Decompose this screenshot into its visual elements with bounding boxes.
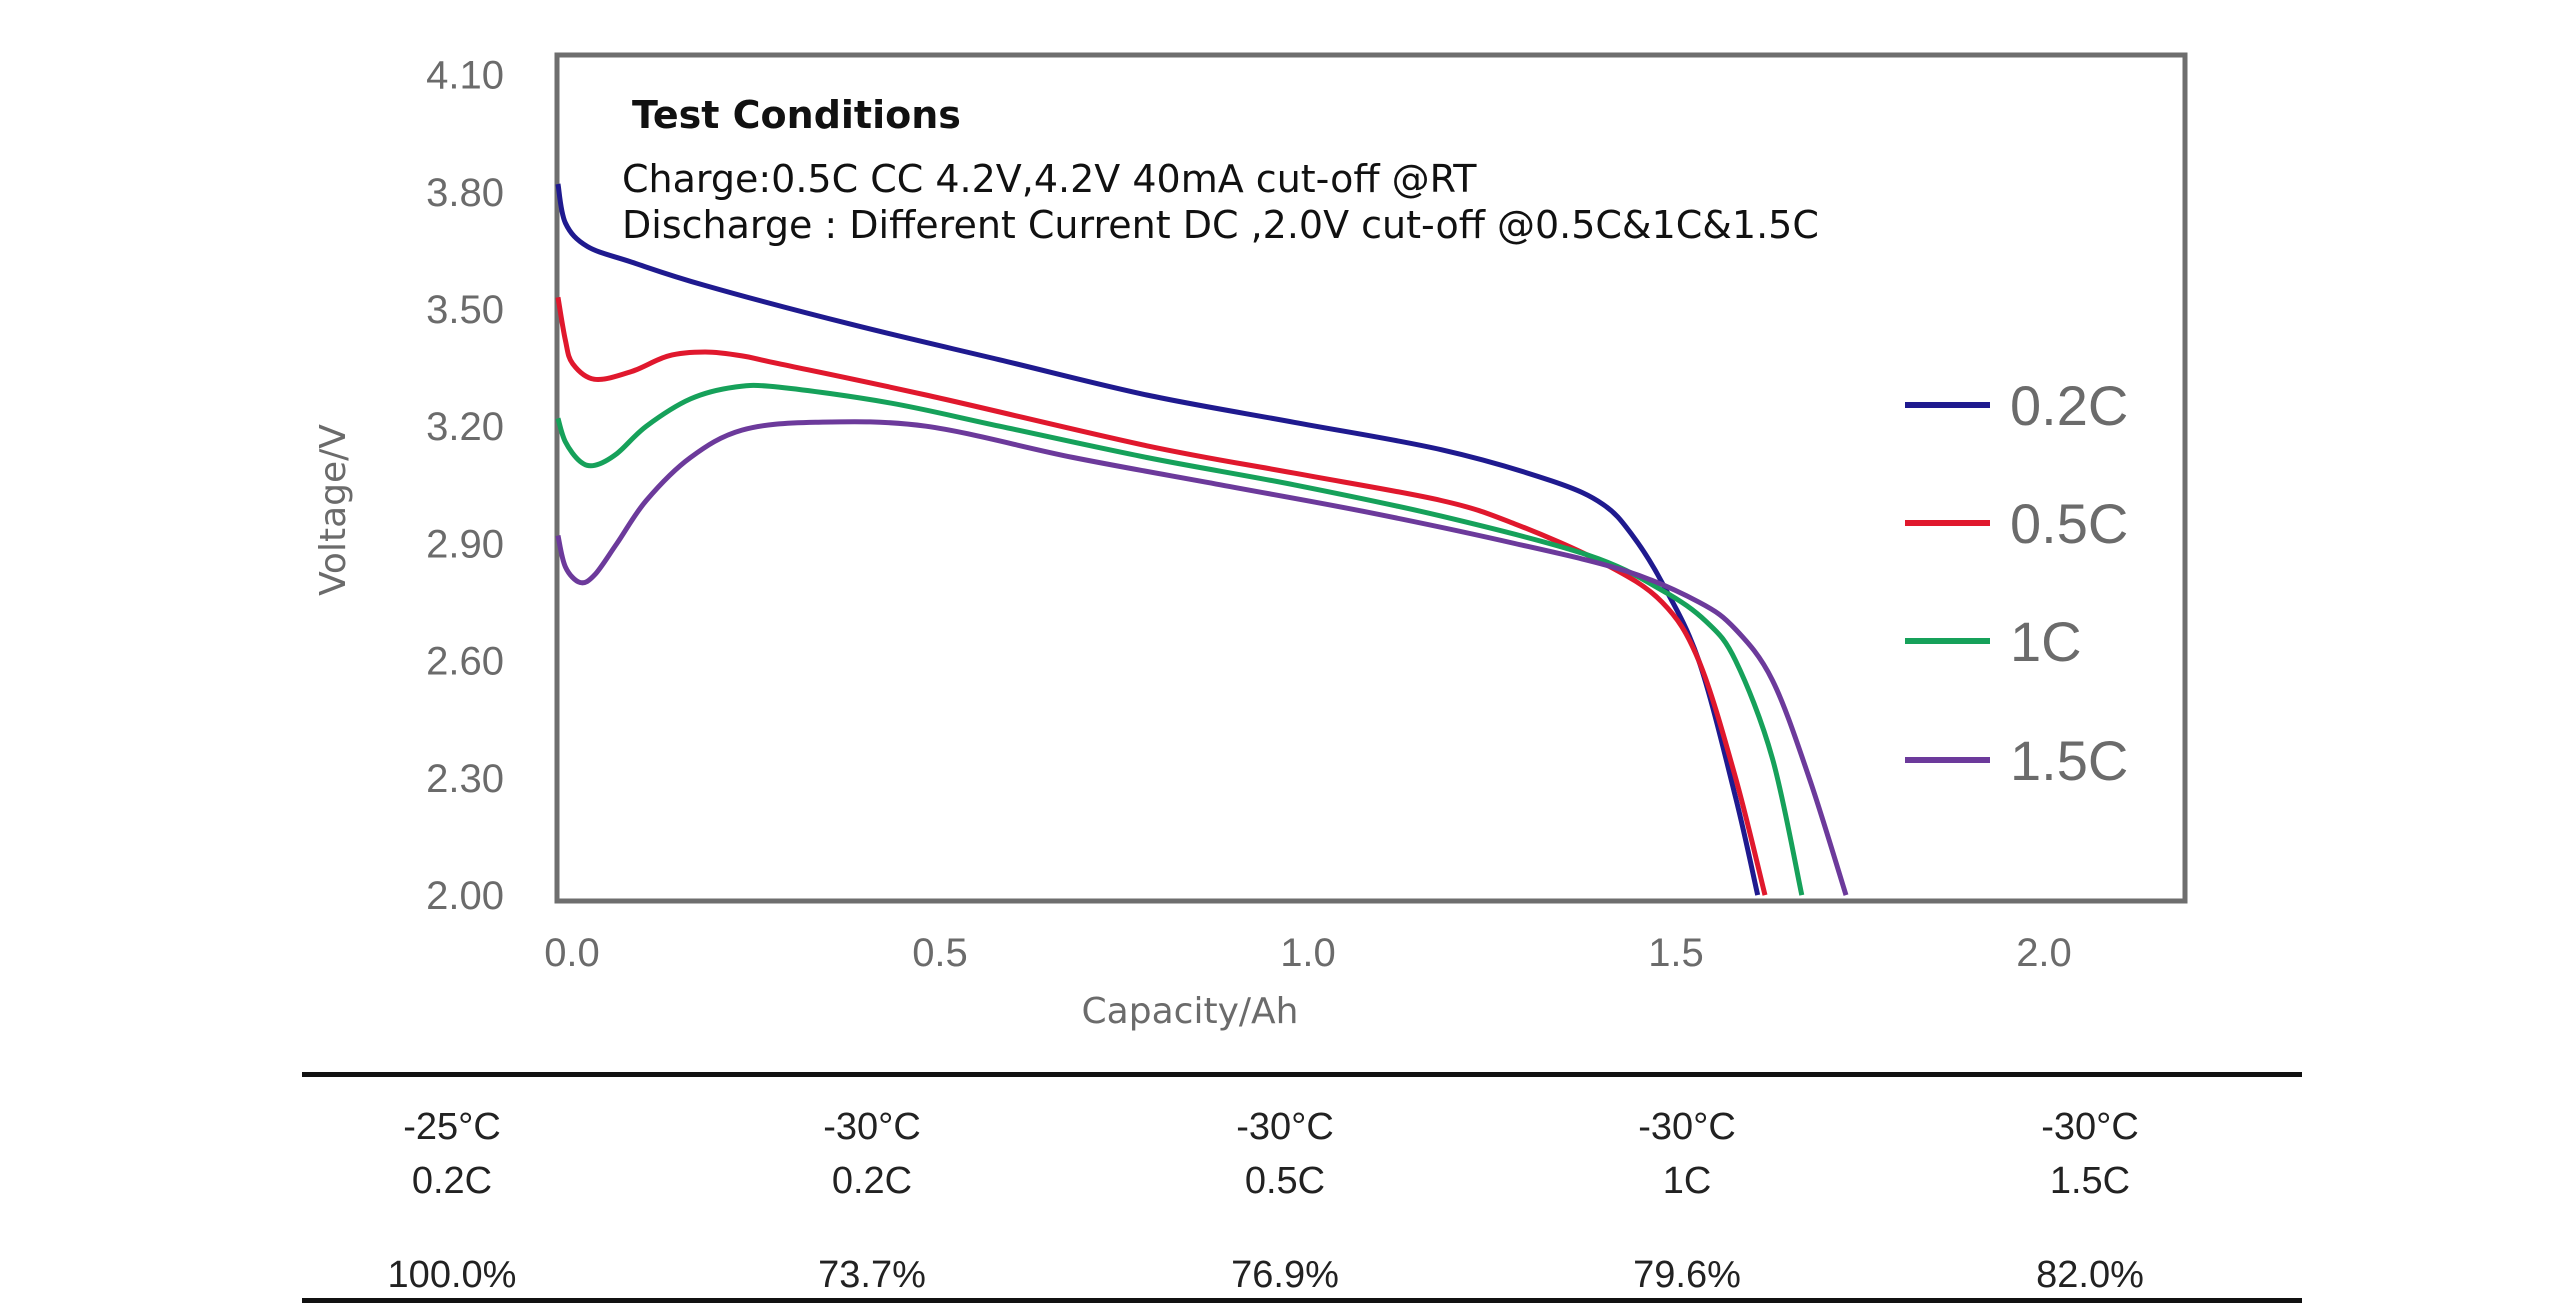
result-retention: 100.0% <box>387 1254 517 1296</box>
x-tick-label: 0.0 <box>544 931 600 975</box>
result-column: -30°C 0.2C 73.7% <box>672 1100 1072 1302</box>
series-line-0-2c <box>555 183 1761 896</box>
discharge-chart: 4.10 3.80 3.50 3.20 2.90 2.60 2.30 2.00 0.0 0.5 1… <box>313 52 2188 1032</box>
series-line-1c <box>555 382 1805 896</box>
x-tick-label: 1.0 <box>1280 931 1336 975</box>
result-rate: 0.2C <box>411 1160 493 1202</box>
result-temperature: -30°C <box>2041 1106 2139 1148</box>
legend-label: 0.2C <box>2010 374 2128 437</box>
result-retention: 73.7% <box>818 1254 926 1296</box>
y-tick-label: 3.50 <box>426 288 504 332</box>
x-axis-label: Capacity/Ah <box>1082 991 1299 1032</box>
result-retention: 79.6% <box>1633 1254 1741 1296</box>
discharge-condition-text: Discharge : Different Current DC ,2.0V c… <box>622 203 1819 247</box>
legend-label: 0.5C <box>2010 492 2128 555</box>
result-retention: 82.0% <box>2036 1254 2144 1296</box>
y-tick-label: 2.60 <box>426 640 504 684</box>
series-line-0-5c <box>555 296 1768 896</box>
result-temperature: -30°C <box>1236 1106 1334 1148</box>
charge-condition-text: Charge:0.5C CC 4.2V,4.2V 40mA cut-off @R… <box>622 157 1477 201</box>
y-tick-label: 4.10 <box>426 54 504 98</box>
result-rate: 0.5C <box>1244 1160 1326 1202</box>
table-top-rule <box>302 1072 2302 1077</box>
test-conditions-title: Test Conditions <box>632 93 961 137</box>
y-tick-label: 2.90 <box>426 522 504 566</box>
y-tick-label: 3.80 <box>426 171 504 215</box>
x-tick-label: 0.5 <box>912 931 968 975</box>
result-column: -25°C 0.2C 100.0% <box>252 1100 652 1302</box>
test-conditions-annotation: Test Conditions Charge:0.5C CC 4.2V,4.2V… <box>622 93 1819 247</box>
x-tick-label: 1.5 <box>1648 931 1704 975</box>
legend-label: 1C <box>2010 610 2082 673</box>
y-tick-label: 3.20 <box>426 405 504 449</box>
result-column: -30°C 1C 79.6% <box>1487 1100 1887 1302</box>
y-axis-ticks: 4.10 3.80 3.50 3.20 2.90 2.60 2.30 2.00 <box>426 54 504 919</box>
y-axis-label: Voltage/V <box>313 424 354 596</box>
y-tick-label: 2.30 <box>426 757 504 801</box>
legend-label: 1.5C <box>2010 729 2128 792</box>
result-temperature: -30°C <box>823 1106 921 1148</box>
plot-frame <box>554 52 2188 904</box>
result-rate: 1C <box>1662 1160 1712 1202</box>
legend: 0.2C 0.5C 1C 1.5C <box>1905 374 2128 792</box>
x-tick-label: 2.0 <box>2016 931 2072 975</box>
y-tick-label: 2.00 <box>426 874 504 918</box>
x-axis-ticks: 0.0 0.5 1.0 1.5 2.0 <box>544 931 2072 975</box>
result-temperature: -30°C <box>1638 1106 1736 1148</box>
result-column: -30°C 0.5C 76.9% <box>1085 1100 1485 1302</box>
capacity-retention-table: -25°C 0.2C 100.0% -30°C 0.2C 73.7% -30°C… <box>302 1072 2302 1303</box>
result-rate: 0.2C <box>831 1160 913 1202</box>
result-retention: 76.9% <box>1231 1254 1339 1296</box>
result-column: -30°C 1.5C 82.0% <box>1890 1100 2290 1302</box>
result-temperature: -25°C <box>403 1106 501 1148</box>
table-bottom-rule <box>302 1298 2302 1303</box>
series-line-1-5c <box>555 419 1849 896</box>
series-lines <box>555 183 1849 896</box>
result-rate: 1.5C <box>2049 1160 2131 1202</box>
